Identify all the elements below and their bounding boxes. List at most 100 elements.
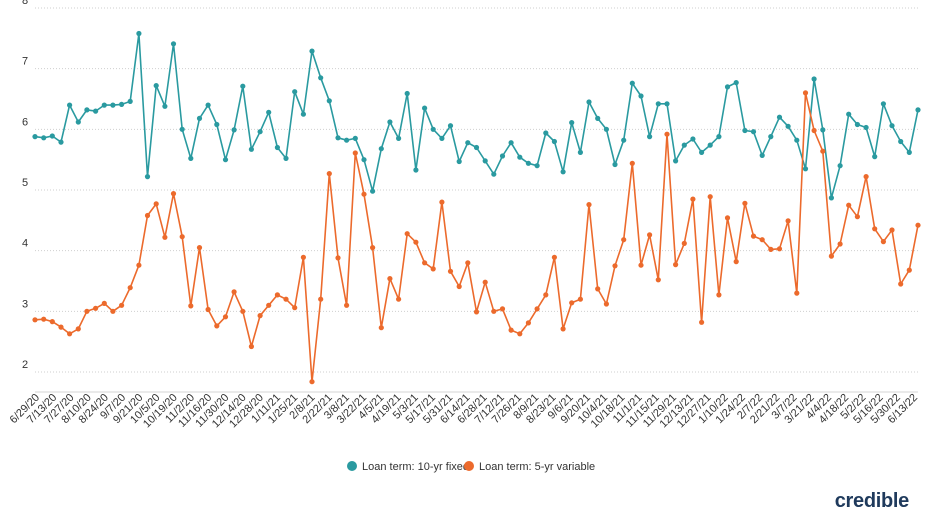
data-point xyxy=(577,296,584,302)
data-point xyxy=(179,126,185,132)
data-point xyxy=(811,127,817,134)
data-point xyxy=(361,157,367,163)
data-point xyxy=(846,202,852,208)
data-point xyxy=(413,167,419,173)
legend-label: Loan term: 5-yr variable xyxy=(479,461,595,473)
data-point xyxy=(396,296,402,302)
data-point xyxy=(205,306,211,313)
data-point xyxy=(110,102,116,108)
data-point xyxy=(222,157,229,163)
data-point xyxy=(716,292,722,298)
data-point xyxy=(577,149,584,155)
data-point xyxy=(915,222,921,228)
data-point xyxy=(482,158,488,164)
data-point xyxy=(344,302,350,308)
data-point xyxy=(525,160,532,166)
data-point xyxy=(387,119,393,125)
data-point xyxy=(595,286,601,292)
y-tick-label: 5 xyxy=(22,177,28,189)
data-point xyxy=(491,308,497,314)
data-point xyxy=(508,140,514,146)
data-point xyxy=(67,102,73,108)
legend-item-fixed[interactable]: Loan term: 10-yr fixed xyxy=(347,461,469,473)
data-point xyxy=(655,277,661,283)
data-point xyxy=(101,300,107,306)
data-point xyxy=(621,237,627,243)
data-point xyxy=(638,262,644,268)
data-point xyxy=(776,114,783,120)
data-point xyxy=(144,212,151,219)
data-point xyxy=(170,191,177,197)
data-point xyxy=(370,245,376,251)
data-point xyxy=(41,135,47,141)
data-point xyxy=(84,308,90,314)
data-point xyxy=(664,131,670,137)
data-point xyxy=(802,90,809,96)
data-point xyxy=(456,158,462,165)
data-point xyxy=(32,134,38,140)
data-point xyxy=(560,326,566,332)
data-point xyxy=(889,123,895,129)
data-point xyxy=(647,134,653,140)
data-point xyxy=(837,241,843,247)
legend-marker xyxy=(347,461,357,471)
data-point xyxy=(742,127,748,134)
data-point xyxy=(179,234,185,240)
data-point xyxy=(742,200,748,206)
data-point xyxy=(274,292,280,298)
data-point xyxy=(119,302,125,308)
x-axis: 6/29/207/13/207/27/208/10/208/24/209/7/2… xyxy=(8,392,920,431)
data-point xyxy=(880,239,887,245)
data-point xyxy=(222,314,229,320)
data-point xyxy=(231,127,237,133)
data-point xyxy=(283,155,289,161)
data-point xyxy=(612,161,618,168)
data-point xyxy=(413,239,419,245)
data-point xyxy=(898,138,904,145)
data-point xyxy=(828,253,835,259)
data-point xyxy=(404,231,410,237)
data-point xyxy=(205,102,211,108)
data-point xyxy=(551,254,558,260)
y-tick-label: 3 xyxy=(22,298,28,310)
data-point xyxy=(898,281,904,287)
data-point xyxy=(49,319,55,325)
series-points xyxy=(32,30,921,385)
data-point xyxy=(326,98,332,104)
legend-label: Loan term: 10-yr fixed xyxy=(362,461,469,473)
data-point xyxy=(153,83,159,89)
data-point xyxy=(300,254,306,260)
data-point xyxy=(188,303,194,309)
data-point xyxy=(543,292,549,298)
data-point xyxy=(266,109,272,115)
data-point xyxy=(170,41,177,47)
y-tick-label: 4 xyxy=(22,238,28,250)
data-point xyxy=(863,174,869,180)
data-point xyxy=(603,301,610,307)
data-point xyxy=(422,260,428,266)
data-point xyxy=(673,262,679,268)
data-point xyxy=(638,93,644,99)
data-point xyxy=(309,379,315,385)
data-point xyxy=(110,308,116,314)
data-point xyxy=(690,136,696,142)
data-point xyxy=(300,111,306,117)
data-point xyxy=(837,163,843,169)
y-tick-label: 2 xyxy=(22,359,28,371)
data-point xyxy=(370,188,376,194)
data-point xyxy=(569,120,575,126)
data-point xyxy=(101,102,107,108)
data-point xyxy=(335,135,341,141)
legend[interactable]: Loan term: 10-yr fixed Loan term: 5-yr va… xyxy=(347,461,595,473)
data-point xyxy=(292,89,298,95)
data-point xyxy=(872,154,878,160)
data-point xyxy=(794,290,800,296)
data-point xyxy=(404,90,410,97)
data-point xyxy=(499,306,506,312)
data-point xyxy=(456,283,462,290)
legend-item-variable[interactable]: Loan term: 5-yr variable xyxy=(464,461,595,473)
data-point xyxy=(750,233,757,239)
data-point xyxy=(906,149,912,155)
y-tick-label: 7 xyxy=(22,56,28,68)
